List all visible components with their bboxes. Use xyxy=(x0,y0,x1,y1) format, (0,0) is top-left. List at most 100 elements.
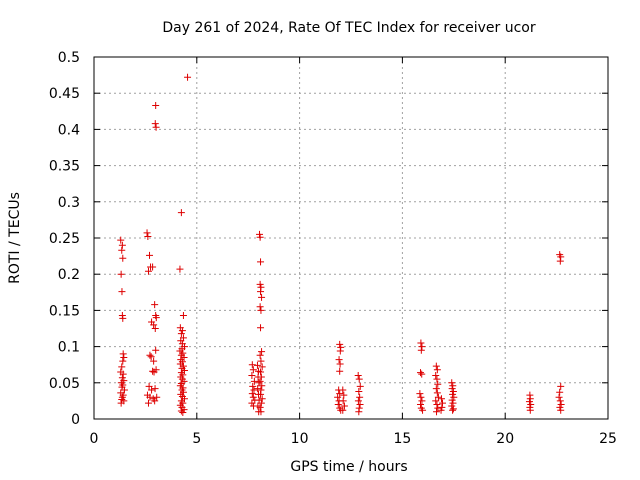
data-point xyxy=(248,372,256,380)
data-point xyxy=(418,370,426,378)
data-point xyxy=(434,380,442,388)
data-point xyxy=(340,402,348,410)
data-point xyxy=(256,403,264,411)
data-point xyxy=(178,327,186,335)
data-point xyxy=(152,314,160,322)
data-point xyxy=(257,258,265,266)
data-point xyxy=(119,357,127,365)
data-point xyxy=(146,393,154,401)
data-point xyxy=(434,393,442,401)
data-point xyxy=(149,367,157,375)
x-axis-label: GPS time / hours xyxy=(290,459,407,475)
data-point xyxy=(418,397,426,405)
data-point xyxy=(177,209,185,217)
data-point xyxy=(254,385,262,393)
data-point xyxy=(257,408,265,416)
data-point xyxy=(258,363,266,371)
data-point xyxy=(256,351,264,359)
x-tick-label: 5 xyxy=(192,431,201,447)
data-point xyxy=(258,293,266,301)
y-tick-label: 0.5 xyxy=(58,50,80,66)
data-point xyxy=(449,405,457,413)
data-point xyxy=(117,270,125,278)
data-point xyxy=(355,408,363,416)
data-point xyxy=(176,265,184,273)
x-tick-label: 15 xyxy=(393,431,411,447)
y-tick-label: 0.35 xyxy=(49,159,80,175)
data-point xyxy=(249,393,257,401)
data-point xyxy=(258,395,266,403)
y-tick-label: 0.1 xyxy=(58,340,80,356)
data-point xyxy=(249,382,257,390)
data-point xyxy=(356,393,364,401)
data-point xyxy=(177,407,185,415)
data-point xyxy=(146,251,154,259)
data-point xyxy=(433,375,441,383)
data-point xyxy=(432,362,440,370)
data-point xyxy=(256,230,264,238)
data-point xyxy=(250,386,258,394)
data-point xyxy=(336,347,344,355)
data-point xyxy=(249,366,257,374)
data-point xyxy=(118,363,126,371)
data-point xyxy=(449,406,457,414)
data-point xyxy=(417,393,425,401)
tick-labels: 0 5 10 15 20 25 0 0.05 0.1 0.15 0.2 0.25 0.3 0.35 0.4 0… xyxy=(49,50,617,447)
data-point xyxy=(433,389,441,397)
data-point xyxy=(556,257,564,265)
data-point xyxy=(258,382,266,390)
data-point xyxy=(152,366,160,374)
data-point xyxy=(354,397,362,405)
data-point xyxy=(526,406,534,414)
data-point xyxy=(257,324,265,332)
data-point xyxy=(152,102,160,110)
data-point xyxy=(118,288,126,296)
y-tick-label: 0 xyxy=(71,412,80,428)
data-point xyxy=(184,73,192,81)
y-tick-label: 0.25 xyxy=(49,231,80,247)
data-point xyxy=(336,367,344,375)
y-axis-label: ROTI / TECUs xyxy=(7,192,23,284)
data-point xyxy=(416,401,424,409)
data-point xyxy=(418,343,426,351)
data-point xyxy=(248,361,256,369)
data-point xyxy=(416,369,424,377)
data-point xyxy=(335,356,343,364)
data-point xyxy=(151,397,159,405)
data-point xyxy=(118,374,126,382)
data-point xyxy=(119,370,127,378)
data-point xyxy=(119,314,127,322)
data-point xyxy=(556,403,564,411)
data-point xyxy=(336,360,344,368)
data-point xyxy=(334,393,342,401)
data-point xyxy=(117,399,125,407)
data-point xyxy=(151,385,159,393)
data-point xyxy=(339,397,347,405)
data-point xyxy=(255,379,263,387)
data-point xyxy=(253,361,261,369)
data-point xyxy=(556,397,564,405)
data-point xyxy=(257,373,265,381)
y-tick-label: 0.05 xyxy=(49,376,80,392)
data-point xyxy=(150,357,158,365)
data-point xyxy=(433,366,441,374)
data-point xyxy=(419,406,427,414)
data-point xyxy=(354,372,362,380)
y-tick-label: 0.45 xyxy=(49,86,80,102)
data-point xyxy=(146,351,154,359)
axis-ticks xyxy=(93,56,609,420)
data-point xyxy=(151,301,159,309)
data-point xyxy=(416,390,424,398)
data-point xyxy=(152,346,160,354)
data-point xyxy=(339,386,347,394)
data-point xyxy=(177,337,185,345)
data-point xyxy=(355,387,363,395)
data-point xyxy=(144,399,152,407)
data-point xyxy=(152,123,160,131)
data-point xyxy=(179,311,187,319)
data-point xyxy=(258,348,266,356)
data-point xyxy=(256,233,264,241)
data-point xyxy=(145,382,153,390)
data-point xyxy=(257,368,265,376)
data-point xyxy=(179,408,187,416)
